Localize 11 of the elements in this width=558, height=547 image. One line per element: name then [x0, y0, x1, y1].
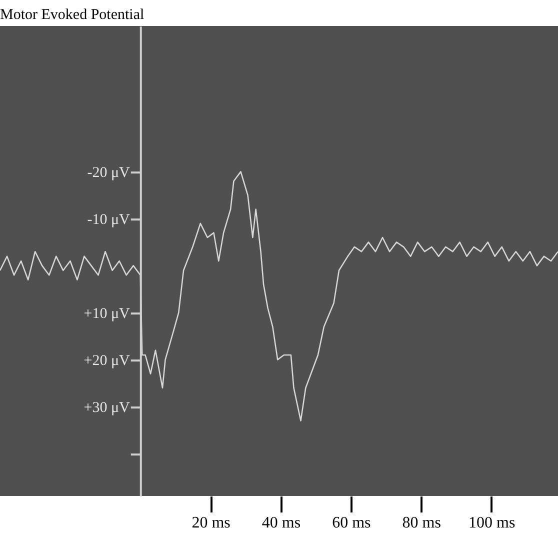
x-tick-label: 40 ms: [262, 514, 301, 532]
y-tick-label: +20 μV: [84, 353, 130, 370]
x-tick-label: 80 ms: [402, 514, 441, 532]
chart-title: Motor Evoked Potential: [0, 7, 144, 23]
y-tick-label: -20 μV: [87, 165, 130, 182]
y-tick-label: +30 μV: [84, 400, 130, 416]
y-tick-label: -10 μV: [87, 212, 130, 228]
y-tick-label: +10 μV: [84, 306, 130, 322]
x-tick-label: 60 ms: [332, 514, 371, 532]
x-tick-label: 20 ms: [192, 514, 230, 532]
x-tick-label: 100 ms: [468, 514, 516, 532]
